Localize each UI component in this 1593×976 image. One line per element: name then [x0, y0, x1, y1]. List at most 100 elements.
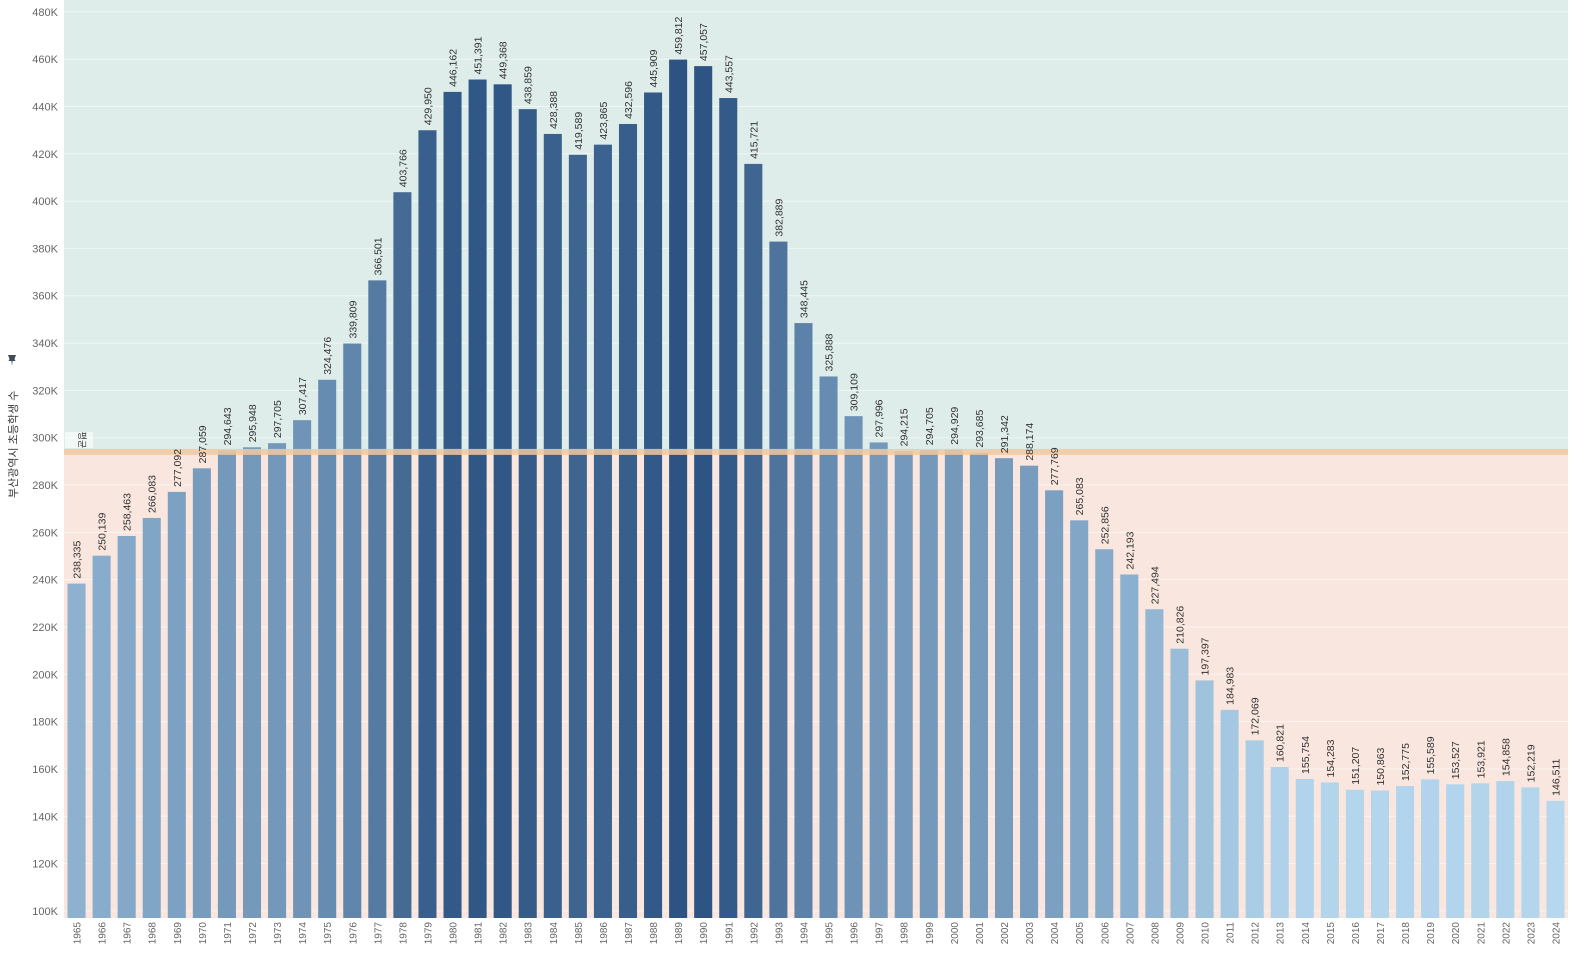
bar-1994[interactable]	[794, 323, 813, 918]
bar-2023[interactable]	[1521, 787, 1540, 918]
bar-2000[interactable]	[944, 449, 963, 918]
bar-1970[interactable]	[192, 468, 211, 918]
bar-2008[interactable]	[1145, 609, 1164, 918]
data-label-2015: 154,283	[1325, 739, 1337, 777]
bar-2011[interactable]	[1220, 709, 1239, 918]
x-tick-label: 2015	[1326, 922, 1337, 945]
bar-1988[interactable]	[644, 92, 663, 918]
x-tick-label: 1981	[474, 922, 485, 945]
bar-1999[interactable]	[919, 450, 938, 918]
x-tick-label: 1974	[298, 922, 309, 945]
x-tick-label: 1979	[423, 922, 434, 945]
bar-2012[interactable]	[1245, 740, 1264, 918]
bar-1997[interactable]	[869, 442, 888, 918]
bar-1967[interactable]	[117, 535, 136, 918]
x-tick-label: 1972	[248, 922, 259, 945]
bar-2007[interactable]	[1120, 574, 1139, 918]
bar-2010[interactable]	[1195, 680, 1214, 918]
y-tick-label: 380K	[32, 243, 58, 255]
bar-2002[interactable]	[994, 458, 1014, 918]
x-tick-label: 2011	[1226, 922, 1237, 944]
x-tick-label: 1971	[223, 922, 234, 945]
bar-1984[interactable]	[543, 133, 562, 919]
bar-2014[interactable]	[1295, 778, 1314, 918]
bar-2004[interactable]	[1045, 490, 1064, 918]
x-tick-label: 1975	[323, 922, 334, 945]
y-axis-title: 부산광역시 초등학생 수	[7, 391, 20, 498]
bar-1968[interactable]	[142, 517, 161, 918]
bar-2001[interactable]	[969, 452, 988, 918]
bar-2013[interactable]	[1270, 767, 1289, 918]
bar-2006[interactable]	[1095, 549, 1114, 918]
bar-1973[interactable]	[268, 443, 287, 918]
bar-1987[interactable]	[618, 123, 638, 918]
x-tick-label: 2012	[1251, 922, 1262, 945]
bar-1976[interactable]	[343, 343, 362, 918]
bar-1974[interactable]	[293, 420, 312, 918]
data-label-1971: 294,643	[222, 407, 234, 445]
data-label-2023: 152,219	[1525, 744, 1537, 782]
y-tick-label: 120K	[32, 859, 58, 871]
bar-2024[interactable]	[1546, 800, 1565, 918]
x-tick-label: 1991	[724, 922, 735, 945]
bar-1983[interactable]	[518, 109, 537, 919]
bar-2016[interactable]	[1345, 789, 1364, 918]
bar-1995[interactable]	[819, 376, 838, 919]
y-tick-label: 360K	[32, 291, 58, 303]
bar-2020[interactable]	[1446, 784, 1465, 918]
bar-1978[interactable]	[393, 192, 412, 918]
bar-2022[interactable]	[1496, 781, 1515, 918]
bar-1989[interactable]	[669, 59, 688, 918]
reference-line[interactable]	[64, 448, 1568, 455]
x-tick-label: 1966	[98, 922, 109, 945]
bar-1972[interactable]	[242, 447, 262, 918]
bar-2015[interactable]	[1320, 782, 1339, 918]
bar-1996[interactable]	[844, 416, 863, 918]
bar-2018[interactable]	[1396, 786, 1415, 918]
bar-2019[interactable]	[1421, 779, 1440, 918]
bar-1980[interactable]	[443, 91, 462, 919]
data-label-2006: 252,856	[1099, 506, 1111, 544]
y-tick-label: 100K	[32, 906, 58, 918]
bar-2003[interactable]	[1020, 465, 1039, 918]
bar-1979[interactable]	[418, 130, 437, 918]
x-tick-label: 1990	[699, 922, 710, 945]
data-label-1985: 419,589	[573, 112, 585, 150]
bar-1975[interactable]	[318, 379, 337, 918]
data-label-1995: 325,888	[824, 333, 836, 371]
bar-1977[interactable]	[368, 280, 387, 918]
bar-1992[interactable]	[744, 163, 763, 918]
bar-2021[interactable]	[1471, 783, 1490, 918]
data-label-2022: 154,858	[1500, 738, 1512, 776]
bar-1969[interactable]	[167, 491, 186, 918]
y-axis: 100K 120K 140K 160K 180K 200K 220K 240K 260K 280K…	[32, 7, 58, 918]
data-label-1978: 403,766	[397, 149, 409, 187]
data-label-2016: 151,207	[1350, 747, 1362, 785]
bar-1986[interactable]	[593, 144, 612, 918]
y-tick-label: 160K	[32, 764, 58, 776]
x-tick-label: 2000	[950, 922, 961, 945]
data-label-2007: 242,193	[1124, 531, 1136, 569]
y-tick-label: 420K	[32, 149, 58, 161]
y-tick-label: 480K	[32, 7, 58, 19]
bar-1965[interactable]	[67, 583, 86, 918]
data-label-1997: 297,996	[874, 399, 886, 437]
bar-1971[interactable]	[217, 450, 236, 918]
data-label-1999: 294,705	[924, 407, 936, 445]
data-label-2009: 210,826	[1174, 606, 1186, 644]
pin-icon[interactable]	[8, 355, 16, 366]
bar-1966[interactable]	[92, 555, 111, 918]
bar-1991[interactable]	[719, 98, 738, 918]
bar-1993[interactable]	[769, 241, 788, 918]
x-tick-label: 1993	[774, 922, 785, 945]
bar-1985[interactable]	[568, 154, 587, 918]
bar-1998[interactable]	[894, 451, 913, 918]
bar-2009[interactable]	[1170, 648, 1189, 918]
bar-1982[interactable]	[493, 84, 512, 919]
y-tick-label: 200K	[32, 669, 58, 681]
bar-1981[interactable]	[468, 79, 487, 919]
bar-1990[interactable]	[694, 66, 713, 919]
bar-2005[interactable]	[1070, 520, 1089, 918]
bar-2017[interactable]	[1370, 790, 1390, 918]
